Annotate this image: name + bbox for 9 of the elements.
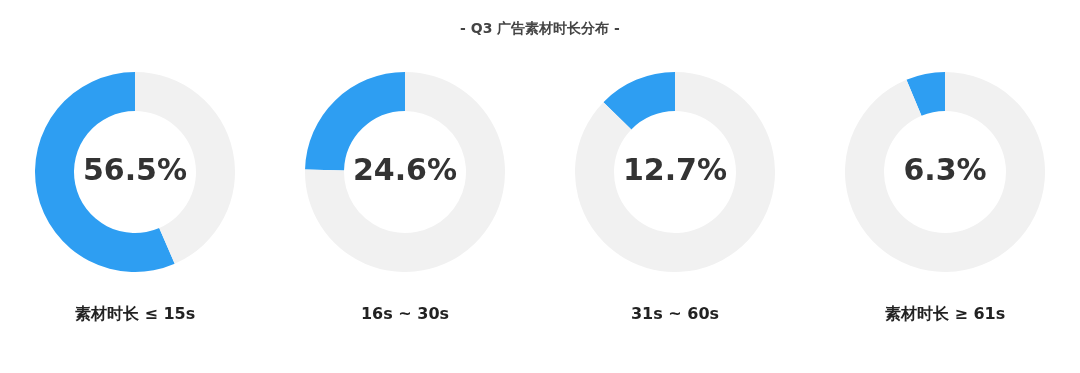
text: 素材时长 ≥ 61s bbox=[884, 304, 1006, 325]
data-label: 6.3% bbox=[903, 151, 987, 187]
data-label: 12.7% bbox=[622, 151, 728, 187]
data-label: 24.6% bbox=[352, 151, 458, 187]
text: 31s ~ 60s bbox=[630, 304, 720, 325]
text: 16s ~ 30s bbox=[360, 304, 450, 325]
text: - Q3 广告素材时长分布 - bbox=[460, 20, 620, 36]
text: 素材时长 ≤ 15s bbox=[74, 304, 196, 325]
data-label: 56.5% bbox=[82, 151, 188, 187]
